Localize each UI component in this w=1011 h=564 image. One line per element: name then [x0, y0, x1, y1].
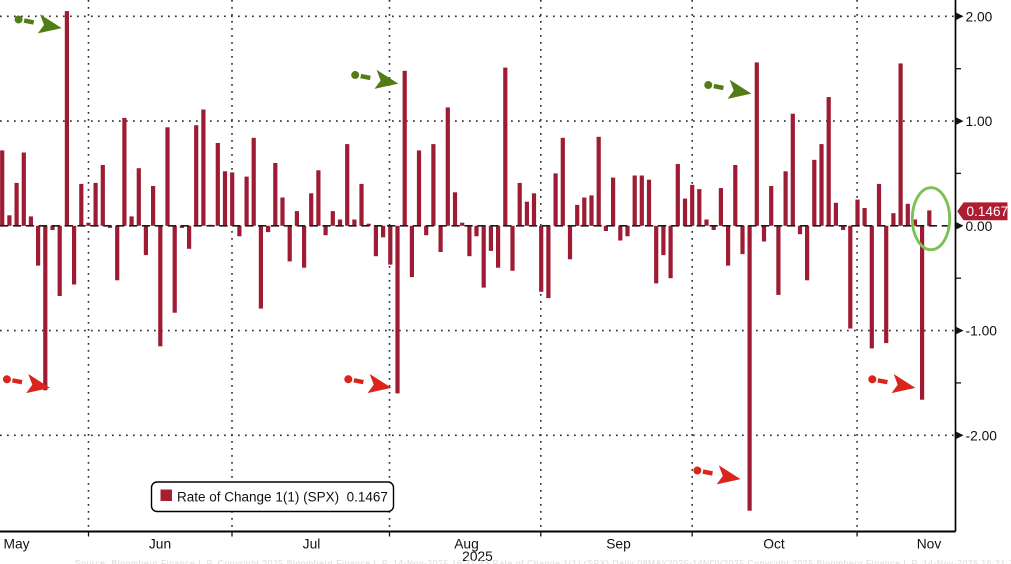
svg-text:1.00: 1.00: [966, 114, 993, 129]
svg-text:0.1467: 0.1467: [967, 204, 1009, 219]
svg-text:Sep: Sep: [606, 537, 631, 552]
svg-text:Source: Bloomberg Finance L.P.: Source: Bloomberg Finance L.P. Copyright…: [75, 558, 1011, 564]
svg-text:Jul: Jul: [303, 537, 321, 552]
svg-text:-1.00: -1.00: [966, 324, 998, 339]
svg-text:-2.00: -2.00: [966, 428, 998, 443]
svg-text:Rate of Change 1(1) (SPX) 0.1: Rate of Change 1(1) (SPX) 0.1467: [177, 490, 388, 505]
svg-text:Aug: Aug: [454, 537, 479, 552]
svg-text:2.00: 2.00: [966, 9, 993, 24]
svg-text:2025: 2025: [462, 549, 493, 564]
svg-text:0.00: 0.00: [966, 219, 993, 234]
svg-text:Nov: Nov: [917, 537, 942, 552]
svg-text:May: May: [3, 537, 29, 552]
svg-text:Jun: Jun: [149, 537, 171, 552]
svg-text:Oct: Oct: [763, 537, 785, 552]
